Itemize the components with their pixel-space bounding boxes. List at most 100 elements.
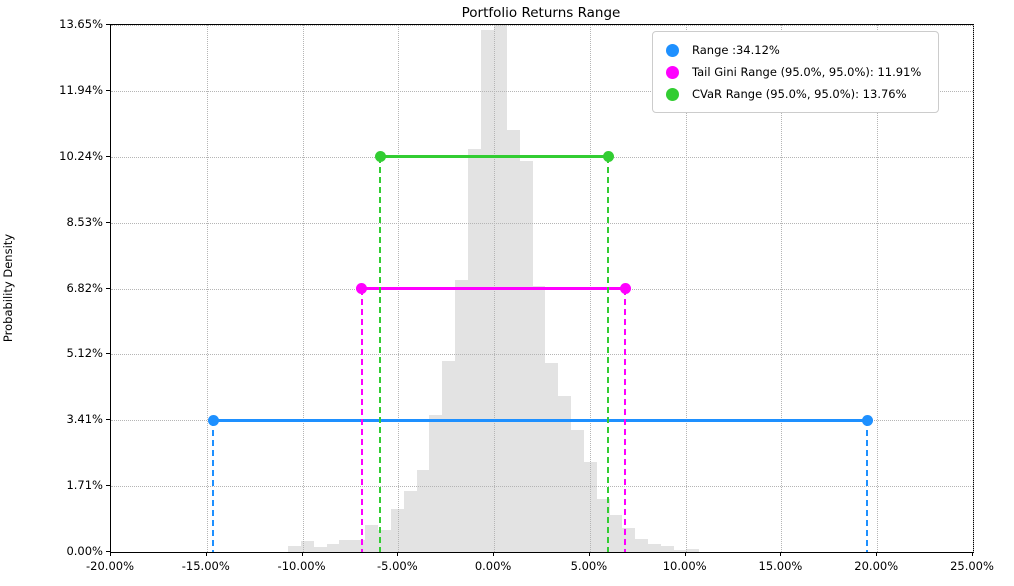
- x-tick-mark: [780, 552, 782, 556]
- y-tick-mark: [106, 551, 110, 552]
- histogram-bar: [326, 543, 340, 552]
- x-tick-label: 5.00%: [570, 559, 608, 573]
- tail-gini-range-dashed-line: [360, 288, 363, 552]
- cvar-range-dashed-line: [607, 156, 610, 552]
- y-tick-mark: [106, 90, 110, 92]
- y-tick-label: 1.71%: [66, 477, 103, 492]
- vertical-gridline: [685, 25, 687, 552]
- vertical-gridline: [781, 25, 783, 552]
- x-tick-mark: [588, 552, 590, 556]
- tail-gini-range-line: [361, 287, 626, 291]
- tail-gini-range-endpoint-marker: [356, 283, 368, 295]
- histogram-bar: [686, 548, 700, 552]
- legend-label-tail-gini: Tail Gini Range (95.0%, 95.0%): 11.91%: [692, 65, 922, 79]
- histogram-bar: [352, 539, 366, 552]
- histogram-bar: [673, 550, 687, 552]
- x-tick-mark: [684, 552, 686, 556]
- horizontal-gridline: [111, 222, 973, 224]
- x-tick-mark: [205, 552, 207, 556]
- chart-title: Portfolio Returns Range: [461, 5, 621, 21]
- histogram-bar: [609, 514, 623, 552]
- histogram-bar: [557, 396, 572, 552]
- cvar-range-line: [380, 155, 609, 159]
- histogram-bar: [544, 362, 559, 552]
- histogram-bar: [467, 148, 482, 552]
- y-tick-label: 13.65%: [59, 17, 103, 31]
- x-tick-label: 15.00%: [758, 559, 803, 573]
- y-tick-label: 8.53%: [66, 214, 103, 229]
- histogram-bar: [313, 546, 327, 552]
- x-tick-mark: [493, 552, 495, 556]
- cvar-range-endpoint-marker: [602, 151, 614, 163]
- tail-gini-legend-dot-icon: [666, 65, 679, 79]
- x-tick-label: 25.00%: [950, 559, 994, 573]
- range-endpoint-marker: [861, 414, 873, 426]
- y-tick-label: 5.12%: [66, 346, 103, 361]
- y-tick-mark: [106, 155, 110, 157]
- x-tick-label: -10.00%: [277, 559, 326, 573]
- histogram-bar: [634, 539, 649, 552]
- histogram-bar: [570, 429, 584, 552]
- legend-item-tail-gini: Tail Gini Range (95.0%, 95.0%): 11.91%: [664, 61, 927, 83]
- x-tick-mark: [397, 552, 399, 556]
- y-tick-mark: [106, 287, 110, 289]
- x-tick-label: -5.00%: [376, 559, 418, 573]
- histogram-bar: [300, 540, 315, 552]
- range-line: [213, 418, 868, 422]
- histogram-bar: [365, 524, 379, 552]
- x-tick-mark: [876, 552, 878, 556]
- cvar-legend-dot-icon: [666, 87, 679, 101]
- histogram-bar: [480, 30, 495, 552]
- y-tick-mark: [106, 484, 110, 486]
- legend-label-cvar: CVaR Range (95.0%, 95.0%): 13.76%: [692, 87, 907, 101]
- vertical-gridline: [302, 25, 304, 552]
- histogram-bar: [416, 469, 430, 552]
- x-tick-mark: [110, 552, 111, 556]
- y-tick-label: 10.24%: [59, 148, 103, 163]
- vertical-gridline: [877, 25, 879, 552]
- y-tick-label: 6.82%: [66, 280, 103, 295]
- legend-item-cvar: CVaR Range (95.0%, 95.0%): 13.76%: [664, 83, 927, 105]
- vertical-gridline: [206, 25, 208, 552]
- legend: Range :34.12% Tail Gini Range (95.0%, 95…: [652, 31, 940, 113]
- histogram-bar: [647, 543, 661, 552]
- tail-gini-range-dashed-line: [624, 288, 627, 552]
- range-dashed-line: [212, 420, 215, 552]
- histogram-bar: [660, 545, 674, 552]
- horizontal-gridline: [111, 485, 973, 487]
- y-tick-mark: [106, 24, 110, 25]
- range-legend-dot-icon: [666, 43, 679, 57]
- x-tick-label: 20.00%: [854, 559, 899, 573]
- range-dashed-line: [866, 420, 869, 552]
- histogram-bar: [596, 499, 610, 552]
- x-tick-mark: [301, 552, 303, 556]
- histogram-bar: [442, 361, 456, 552]
- x-tick-label: -20.00%: [86, 559, 134, 573]
- x-tick-label: 0.00%: [474, 559, 512, 573]
- histogram-bar: [287, 545, 302, 552]
- vertical-gridline: [973, 25, 974, 552]
- horizontal-gridline: [111, 91, 973, 93]
- y-tick-label: 0.00%: [66, 544, 103, 558]
- cvar-range-dashed-line: [379, 156, 382, 552]
- histogram-bar: [390, 508, 404, 552]
- cvar-range-endpoint-marker: [374, 151, 386, 163]
- histogram-bar: [455, 279, 469, 552]
- legend-label-range: Range :34.12%: [692, 43, 780, 57]
- y-tick-label: 3.41%: [66, 412, 103, 427]
- histogram-bar: [519, 161, 533, 552]
- tail-gini-range-endpoint-marker: [619, 283, 631, 295]
- histogram-bar: [506, 129, 520, 552]
- histogram-bar: [403, 490, 418, 552]
- y-tick-label: 11.94%: [59, 83, 103, 98]
- histogram-bar: [339, 540, 353, 552]
- range-endpoint-marker: [207, 414, 219, 426]
- x-tick-label: 10.00%: [662, 559, 707, 573]
- horizontal-gridline: [111, 354, 973, 356]
- y-tick-mark: [106, 419, 110, 421]
- horizontal-gridline: [111, 25, 973, 26]
- y-tick-mark: [106, 221, 110, 223]
- legend-item-range: Range :34.12%: [664, 39, 927, 61]
- y-tick-mark: [106, 353, 110, 355]
